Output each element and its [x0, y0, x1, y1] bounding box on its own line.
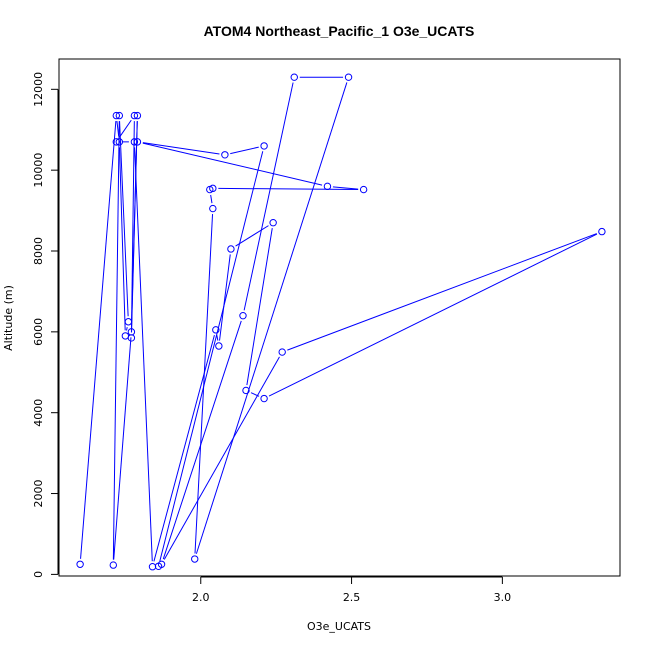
series-segment [268, 233, 598, 397]
series-segment [246, 228, 273, 386]
series-segment [210, 194, 213, 204]
x-tick-label: 3.0 [494, 591, 512, 604]
series-segment [230, 146, 259, 155]
data-point [109, 561, 117, 569]
series-segment [80, 121, 117, 559]
data-point [148, 563, 157, 571]
x-tick-label: 2.0 [192, 591, 210, 604]
y-tick-label: 8000 [32, 237, 45, 265]
series-segment [219, 254, 231, 341]
data-point [278, 348, 286, 356]
y-tick-label: 0 [32, 571, 45, 578]
series-segment [142, 142, 220, 155]
series-segment [332, 186, 359, 190]
data-point [115, 138, 124, 146]
y-axis-label: Altitude (m) [2, 285, 15, 351]
x-tick-label: 2.5 [343, 591, 361, 604]
series-segment [113, 337, 132, 560]
data-point [359, 185, 368, 194]
series-segment [195, 82, 348, 554]
plot-area [76, 73, 606, 571]
series-segment [243, 82, 294, 311]
y-tick-label: 2000 [32, 480, 45, 508]
data-point [209, 204, 217, 213]
series-segment [287, 233, 597, 351]
data-point [221, 151, 229, 159]
series-segment [142, 142, 323, 186]
data-point [209, 184, 217, 193]
data-point [127, 334, 136, 342]
x-axis: 2.0 2.5 3.0 [192, 576, 512, 604]
series-segment [119, 119, 132, 138]
series-segment [131, 121, 138, 333]
series-segment [134, 147, 153, 562]
y-axis: 0 2000 4000 6000 8000 10000 12000 [32, 72, 59, 578]
series-segment [216, 335, 219, 341]
data-point [242, 386, 250, 395]
series-segment [218, 187, 359, 191]
data-point [239, 311, 247, 320]
x-axis-label: O3e_UCATS [307, 620, 371, 633]
series-segment [130, 121, 135, 333]
data-point [598, 227, 606, 236]
data-point [323, 182, 332, 191]
data-point [112, 111, 121, 120]
series-segment [112, 121, 120, 560]
data-point [130, 111, 139, 120]
data-point [154, 562, 163, 570]
y-tick-label: 4000 [32, 399, 45, 427]
series-segment [119, 121, 129, 317]
plot-frame [58, 58, 621, 577]
series-segment [162, 320, 242, 560]
data-point [191, 555, 199, 563]
series-segment [126, 327, 128, 331]
data-point [260, 394, 268, 403]
y-tick-label: 6000 [32, 318, 45, 346]
data-point [215, 342, 223, 350]
data-point [212, 326, 220, 334]
data-point [260, 142, 268, 150]
series-segment [235, 225, 269, 247]
y-tick-label: 10000 [32, 153, 45, 188]
series-segment [153, 335, 215, 562]
data-point [290, 73, 298, 81]
series-segment [163, 356, 280, 560]
data-point [344, 73, 353, 81]
series-segment [159, 151, 264, 562]
data-point [124, 318, 133, 326]
data-point [133, 111, 142, 120]
data-point [133, 138, 142, 146]
data-point [115, 111, 124, 120]
data-point [227, 245, 235, 253]
data-point [269, 219, 277, 227]
data-point [130, 138, 139, 146]
y-tick-label: 12000 [32, 72, 45, 107]
series-segment [194, 214, 214, 554]
chart-title: ATOM4 Northeast_Pacific_1 O3e_UCATS [204, 23, 475, 39]
data-point [121, 332, 130, 340]
data-point [112, 138, 121, 146]
series-segment [116, 120, 120, 137]
data-point [76, 560, 84, 568]
series-segment [118, 147, 126, 331]
